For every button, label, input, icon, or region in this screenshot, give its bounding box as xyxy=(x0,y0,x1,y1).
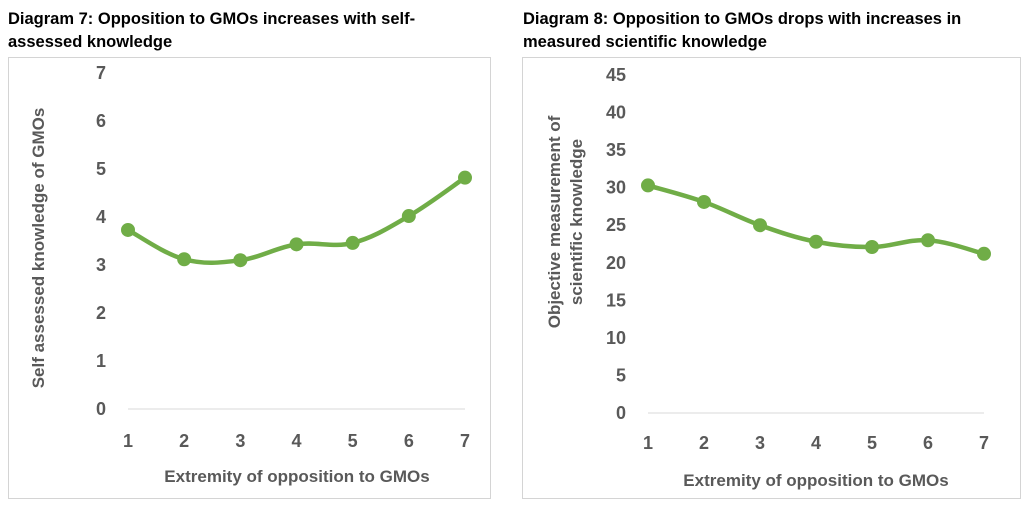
y-tick-label: 15 xyxy=(606,290,626,310)
y-tick-label: 2 xyxy=(96,303,106,323)
x-tick-label: 5 xyxy=(348,431,358,451)
y-tick-label: 30 xyxy=(606,178,626,198)
y-tick-label: 40 xyxy=(606,103,626,123)
y-tick-label: 5 xyxy=(616,365,626,385)
data-point xyxy=(177,252,192,267)
x-tick-label: 6 xyxy=(923,433,933,453)
y-tick-label: 5 xyxy=(96,159,106,179)
chart-frame xyxy=(522,57,1021,499)
chart-title: Diagram 8: Opposition to GMOs drops with… xyxy=(523,10,962,51)
x-tick-label: 7 xyxy=(460,431,470,451)
x-tick-label: 4 xyxy=(291,431,301,451)
data-point xyxy=(401,209,416,224)
chart-frame xyxy=(8,57,491,499)
y-tick-label: 6 xyxy=(96,111,106,131)
chart-title: Diagram 7: Opposition to GMOs increases … xyxy=(8,10,416,51)
y-tick-label: 35 xyxy=(606,140,626,160)
x-tick-label: 3 xyxy=(755,433,765,453)
x-tick-label: 1 xyxy=(643,433,653,453)
data-point xyxy=(977,246,991,261)
y-tick-label: 1 xyxy=(96,351,106,371)
data-point xyxy=(233,253,248,268)
data-point xyxy=(345,235,360,250)
data-point xyxy=(865,240,879,255)
data-point xyxy=(121,222,135,237)
y-tick-label: 10 xyxy=(606,328,626,348)
y-tick-label: 3 xyxy=(96,255,106,275)
x-tick-label: 4 xyxy=(811,433,821,453)
x-tick-label: 5 xyxy=(867,433,877,453)
y-axis-title: Self assessed knowledge of GMOs xyxy=(29,108,48,389)
x-tick-label: 1 xyxy=(123,431,133,451)
y-tick-label: 45 xyxy=(606,65,626,85)
y-tick-label: 0 xyxy=(96,399,106,419)
x-tick-label: 2 xyxy=(699,433,709,453)
chart-panel-2: Diagram 8: Opposition to GMOs drops with… xyxy=(515,0,1024,509)
data-point xyxy=(458,170,472,185)
data-point xyxy=(809,234,823,249)
data-point xyxy=(697,194,711,209)
x-tick-label: 2 xyxy=(179,431,189,451)
y-tick-label: 0 xyxy=(616,403,626,423)
y-axis-title: Objective measurement of scientific knowl… xyxy=(545,115,586,328)
x-tick-label: 3 xyxy=(235,431,245,451)
data-point xyxy=(289,237,304,252)
y-tick-label: 7 xyxy=(96,63,106,83)
data-point xyxy=(753,218,767,233)
x-axis-title: Extremity of opposition to GMOs xyxy=(164,467,429,486)
x-tick-label: 6 xyxy=(404,431,414,451)
x-tick-label: 7 xyxy=(979,433,989,453)
data-point xyxy=(641,178,655,193)
x-axis-title: Extremity of opposition to GMOs xyxy=(683,471,948,490)
y-tick-label: 25 xyxy=(606,215,626,235)
y-tick-label: 20 xyxy=(606,253,626,273)
y-tick-label: 4 xyxy=(96,207,106,227)
chart-panel-1: Diagram 7: Opposition to GMOs increases … xyxy=(0,0,505,509)
data-point xyxy=(921,233,935,248)
